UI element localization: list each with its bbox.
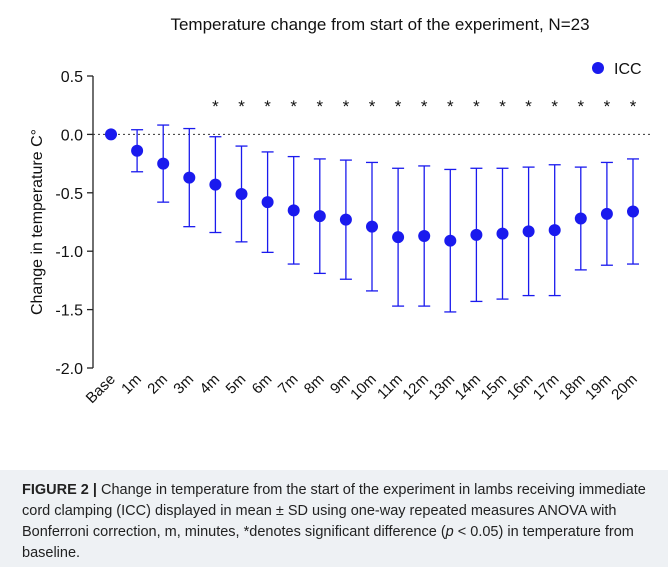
x-tick-label: 14m [452, 371, 485, 404]
y-tick-label: -2.0 [55, 361, 83, 378]
significance-mark: * [473, 97, 480, 116]
significance-mark: * [316, 97, 323, 116]
point [574, 212, 587, 225]
x-tick-label: 17m [530, 371, 563, 404]
point [522, 225, 535, 238]
significance-mark: * [525, 97, 532, 116]
caption: FIGURE 2 | Change in temperature from th… [0, 470, 668, 567]
significance-mark: * [630, 97, 637, 116]
y-tick-label: 0.5 [61, 69, 83, 86]
x-tick-label: 10m [347, 371, 380, 404]
point [105, 128, 117, 141]
point [496, 227, 509, 240]
point [600, 207, 613, 220]
point [392, 231, 405, 244]
point [261, 196, 274, 209]
x-tick-label: 16m [504, 371, 537, 404]
x-tick-label: 13m [425, 371, 458, 404]
x-tick-label: 18m [556, 371, 589, 404]
x-tick-label: 15m [478, 371, 511, 404]
significance-mark: * [395, 97, 402, 116]
x-tick-label: 1m [118, 371, 145, 398]
significance-mark: * [421, 97, 428, 116]
y-tick-label: -1.5 [55, 303, 83, 320]
significance-mark: * [238, 97, 245, 116]
significance-mark: * [290, 97, 297, 116]
point [470, 228, 483, 241]
point [418, 230, 431, 243]
point [548, 224, 561, 237]
x-tick-label: Base [83, 371, 119, 407]
significance-mark: * [264, 97, 271, 116]
significance-mark: * [551, 97, 558, 116]
chart: Temperature change from start of the exp… [29, 15, 650, 407]
x-tick-label: 11m [374, 371, 406, 403]
x-tick-label: 5m [223, 371, 250, 398]
x-tick-label: 4m [196, 371, 223, 398]
x-tick-label: 19m [582, 371, 615, 404]
caption-italic: p [445, 524, 454, 540]
y-axis-label: Change in temperature C° [29, 129, 46, 315]
x-tick-label: 8m [301, 371, 328, 398]
x-tick-label: 2m [144, 371, 171, 398]
significance-mark: * [604, 97, 611, 116]
point [131, 144, 144, 157]
point [366, 220, 378, 233]
legend-marker [592, 62, 604, 74]
significance-mark: * [369, 97, 376, 116]
significance-mark: * [577, 97, 584, 116]
x-tick-label: 3m [170, 371, 197, 398]
significance-mark: * [447, 97, 454, 116]
y-tick-label: 0.0 [61, 127, 83, 144]
x-tick-label: 20m [608, 371, 641, 404]
significance-mark: * [343, 97, 350, 116]
significance-mark: * [212, 97, 219, 116]
y-tick-label: -1.0 [55, 244, 83, 261]
point [235, 187, 248, 200]
caption-label: FIGURE 2 | [22, 482, 97, 498]
caption-text: < 0.05) in temperature from baseline. [22, 524, 634, 561]
point [627, 205, 639, 218]
point [339, 213, 352, 226]
caption-text: Change in temperature from the start of … [22, 482, 646, 540]
x-tick-label: 12m [399, 371, 432, 404]
x-tick-label: 7m [275, 371, 302, 398]
y-tick-label: -0.5 [55, 186, 83, 203]
point [209, 178, 222, 191]
point [444, 234, 457, 247]
point [157, 157, 170, 170]
legend-label: ICC [614, 61, 642, 78]
significance-mark: * [499, 97, 506, 116]
point [313, 210, 326, 223]
chart-title: Temperature change from start of the exp… [170, 15, 589, 34]
point [183, 171, 196, 184]
x-tick-label: 6m [249, 371, 276, 398]
point [287, 204, 300, 217]
